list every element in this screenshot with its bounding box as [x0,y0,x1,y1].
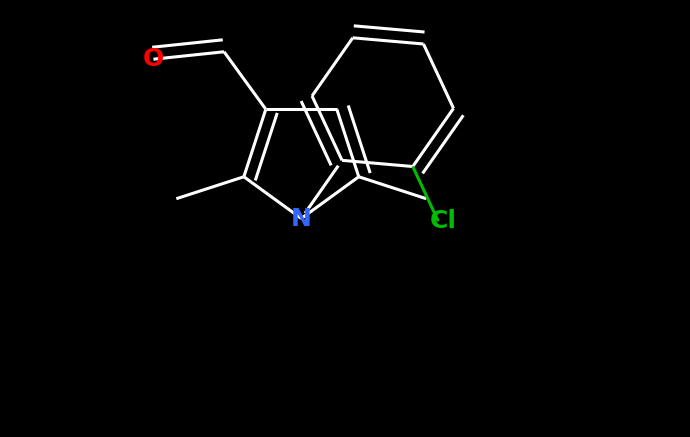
Text: O: O [143,47,164,71]
Text: Cl: Cl [431,209,457,233]
Text: N: N [291,207,312,230]
